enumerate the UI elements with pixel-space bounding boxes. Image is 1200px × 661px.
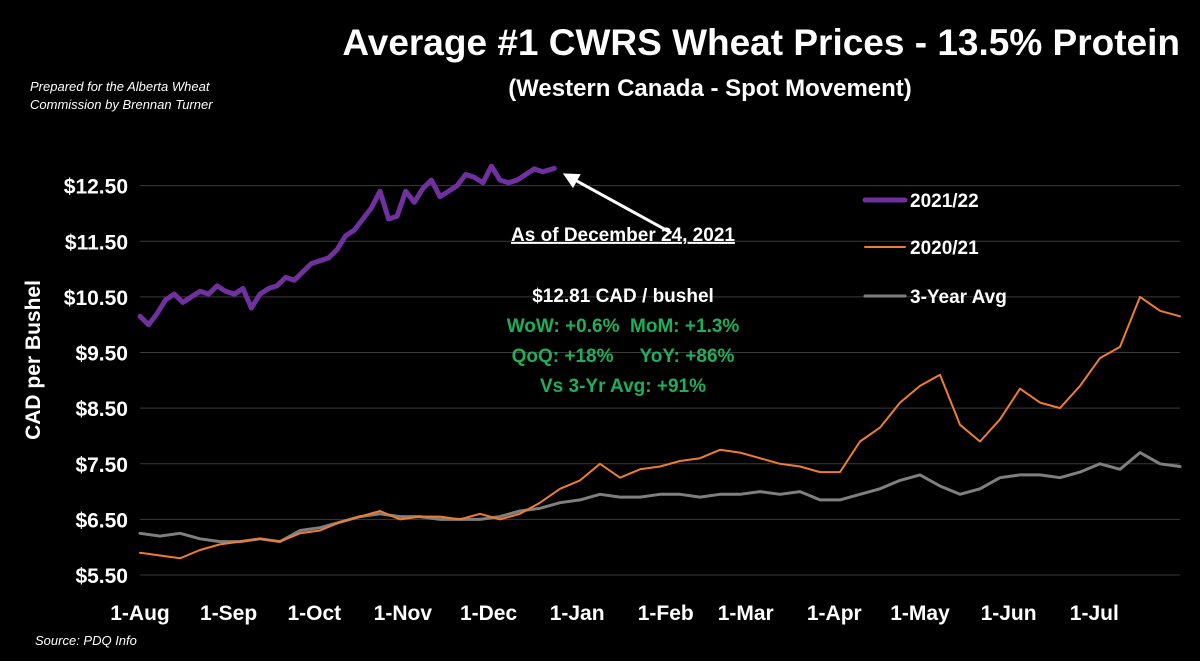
gridlines bbox=[140, 185, 1180, 576]
y-axis-ticks: $5.50 $6.50 $7.50 $8.50 $9.50 $10.50 $11.50 $12… bbox=[64, 176, 128, 588]
annotation-wow-mom: WoW: +0.6% MoM: +1.3% bbox=[507, 316, 740, 337]
annotation: As of December 24, 2021 $12.81 CAD / bus… bbox=[507, 173, 740, 397]
x-tick-label: 1-Sep bbox=[200, 602, 257, 625]
y-tick-label: $6.50 bbox=[75, 509, 128, 532]
y-tick-label: $11.50 bbox=[65, 231, 128, 254]
x-tick-label: 1-Aug bbox=[110, 602, 170, 625]
series-line-3-year-avg bbox=[138, 451, 1182, 544]
x-tick-label: 1-Feb bbox=[638, 602, 694, 625]
x-tick-label: 1-Jan bbox=[550, 602, 605, 625]
annotation-price: $12.81 CAD / bushel bbox=[532, 286, 714, 307]
arrow-head-icon bbox=[562, 173, 581, 189]
legend-label: 2021/22 bbox=[910, 191, 979, 212]
y-tick-label: $9.50 bbox=[75, 343, 128, 366]
y-tick-label: $10.50 bbox=[64, 287, 128, 310]
prepared-by-line-1: Prepared for the Alberta Wheat bbox=[30, 79, 211, 94]
annotation-arrow bbox=[576, 179, 673, 235]
annotation-vs-3yr: Vs 3-Yr Avg: +91% bbox=[540, 376, 706, 397]
prepared-by-line-2: Commission by Brennan Turner bbox=[30, 97, 213, 112]
y-tick-label: $5.50 bbox=[75, 565, 128, 588]
x-tick-label: 1-Mar bbox=[718, 602, 774, 625]
x-tick-label: 1-Jul bbox=[1070, 602, 1119, 625]
y-tick-label: $8.50 bbox=[75, 398, 128, 421]
y-tick-label: $12.50 bbox=[64, 176, 128, 199]
annotation-qoq-yoy: QoQ: +18% YoY: +86% bbox=[512, 346, 735, 367]
legend-label: 2020/21 bbox=[910, 238, 979, 259]
x-tick-label: 1-Apr bbox=[807, 602, 862, 625]
legend-label: 3-Year Avg bbox=[910, 287, 1007, 308]
series-line-2021-22 bbox=[137, 163, 557, 328]
chart-subtitle: (Western Canada - Spot Movement) bbox=[508, 75, 912, 102]
x-tick-label: 1-Nov bbox=[374, 602, 433, 625]
x-tick-label: 1-May bbox=[890, 602, 950, 625]
source-note: Source: PDQ Info bbox=[35, 633, 137, 648]
x-tick-label: 1-Oct bbox=[287, 602, 341, 625]
series-line-2020-21 bbox=[139, 295, 1181, 560]
annotation-date: As of December 24, 2021 bbox=[511, 225, 735, 246]
x-axis-ticks: 1-Aug 1-Sep 1-Oct 1-Nov 1-Dec 1-Jan 1-Feb 1-Mar… bbox=[110, 602, 1119, 625]
y-axis-label: CAD per Bushel bbox=[22, 280, 45, 440]
legend: 2021/22 2020/21 3-Year Avg bbox=[862, 191, 1007, 308]
chart-title: Average #1 CWRS Wheat Prices - 13.5% Pro… bbox=[342, 22, 1180, 63]
series-lines bbox=[137, 163, 1182, 560]
x-tick-label: 1-Jun bbox=[981, 602, 1037, 625]
y-tick-label: $7.50 bbox=[75, 454, 128, 477]
x-tick-label: 1-Dec bbox=[460, 602, 518, 625]
